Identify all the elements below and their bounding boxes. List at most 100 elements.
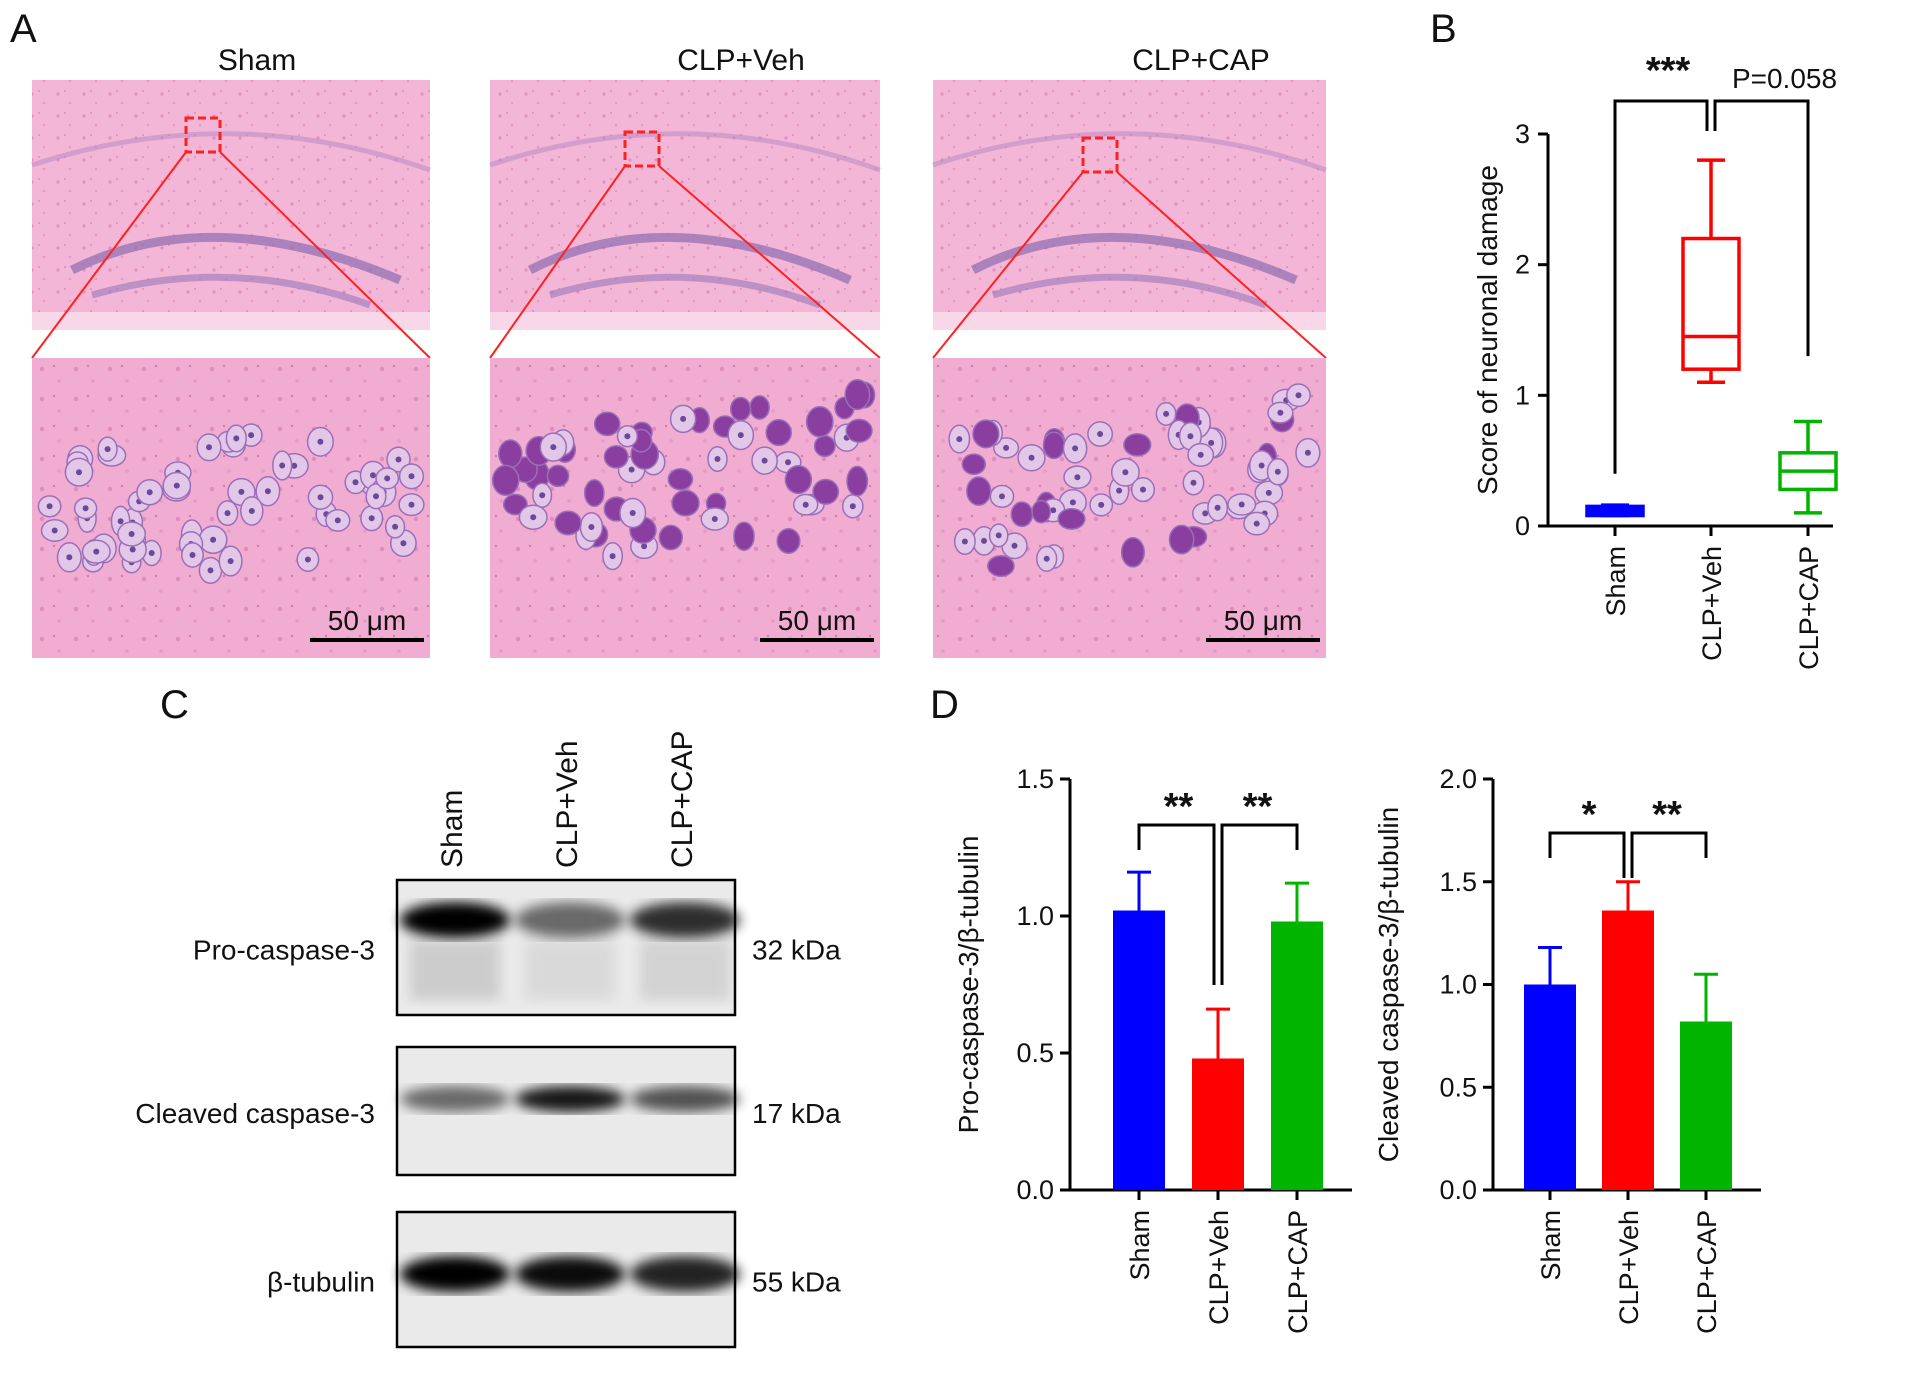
panel-label-b: B bbox=[1430, 7, 1457, 51]
neuron-nucleus bbox=[1028, 454, 1035, 461]
bar-chart-pro-caspase-3: 0.0 0.5 1.0 1.5 Pro-caspase-3/β-tubulin Sham C… bbox=[953, 764, 1352, 1334]
significance-label: P=0.058 bbox=[1732, 63, 1837, 94]
neuron-nucleus bbox=[530, 514, 537, 521]
neuron-nucleus bbox=[981, 537, 987, 544]
neuron-nucleus bbox=[408, 473, 415, 480]
neuron-nucleus bbox=[802, 501, 809, 508]
neuron-nucleus bbox=[370, 472, 376, 479]
blot-band bbox=[630, 902, 740, 938]
neuron-nucleus bbox=[148, 550, 155, 556]
y-axis-label: Pro-caspase-3/β-tubulin bbox=[953, 836, 984, 1134]
neuron-nucleus bbox=[173, 482, 180, 489]
neuron-nucleus bbox=[1265, 489, 1272, 496]
neuron-nucleus bbox=[1011, 542, 1018, 549]
neuron-cell bbox=[733, 521, 755, 551]
neuron-nucleus bbox=[189, 552, 196, 558]
y-tick-label: 1.5 bbox=[1439, 867, 1477, 897]
neuron-nucleus bbox=[408, 501, 415, 508]
histology-title-clp-cap: CLP+CAP bbox=[1132, 44, 1270, 77]
bar-clp-veh bbox=[1192, 1058, 1244, 1190]
y-tick-label: 0.0 bbox=[1439, 1175, 1477, 1205]
neuron-nucleus bbox=[1304, 449, 1311, 456]
significance-label: *** bbox=[1646, 50, 1691, 92]
blot-band bbox=[400, 902, 510, 938]
neuron-nucleus bbox=[588, 524, 595, 530]
neuron-nucleus bbox=[66, 554, 73, 561]
neuron-cell bbox=[784, 465, 813, 495]
neuron-nucleus bbox=[227, 558, 234, 565]
neuron-nucleus bbox=[368, 515, 375, 522]
zoom-line bbox=[658, 165, 881, 359]
neuron-cell bbox=[1031, 499, 1052, 524]
neuron-nucleus bbox=[352, 479, 359, 486]
neuron-cell bbox=[961, 453, 987, 476]
neuron-cell bbox=[845, 418, 873, 443]
neuron-nucleus bbox=[207, 567, 214, 574]
bar-clp-cap bbox=[1271, 921, 1323, 1190]
neuron-nucleus bbox=[956, 436, 963, 443]
panel-label-d: D bbox=[930, 683, 959, 727]
neuron-cell bbox=[966, 476, 992, 506]
neuron-nucleus bbox=[117, 518, 124, 525]
neuron-cell bbox=[972, 419, 1000, 449]
neuron-nucleus bbox=[317, 494, 324, 501]
neuron-nucleus bbox=[737, 432, 744, 439]
blot-smear bbox=[640, 940, 730, 1000]
dentate-gyrus-band bbox=[527, 232, 852, 285]
neuron-nucleus bbox=[1187, 433, 1194, 440]
neuron-nucleus bbox=[1253, 520, 1260, 527]
significance-label: ** bbox=[1652, 794, 1682, 836]
neuron-nucleus bbox=[129, 546, 136, 553]
dentate-gyrus-band bbox=[970, 232, 1298, 285]
significance-bracket bbox=[1137, 823, 1216, 985]
neuron-nucleus bbox=[279, 462, 286, 469]
panel-label-c: C bbox=[160, 683, 189, 727]
neuron-nucleus bbox=[761, 457, 768, 464]
neuron-cell bbox=[765, 419, 792, 447]
neuron-nucleus bbox=[1277, 409, 1284, 416]
significance-label: * bbox=[1582, 794, 1597, 836]
neuron-nucleus bbox=[291, 462, 298, 469]
neuron-nucleus bbox=[1258, 462, 1265, 469]
neuron-nucleus bbox=[1238, 501, 1245, 508]
neuron-nucleus bbox=[1097, 431, 1104, 437]
bar-sham bbox=[1524, 984, 1576, 1190]
neuron-nucleus bbox=[334, 517, 341, 524]
y-tick-label: 0.5 bbox=[1439, 1072, 1477, 1102]
blot-band bbox=[630, 1256, 740, 1292]
neuron-nucleus bbox=[76, 469, 82, 476]
neuron-nucleus bbox=[995, 532, 1002, 539]
x-tick-label-clp-veh: CLP+Veh bbox=[1614, 1210, 1644, 1325]
zoom-line bbox=[219, 151, 431, 359]
zoom-line bbox=[1116, 171, 1327, 359]
neuron-nucleus bbox=[1214, 504, 1221, 511]
y-tick-label: 1 bbox=[1515, 380, 1530, 410]
y-tick-label: 2 bbox=[1515, 250, 1530, 280]
neuron-nucleus bbox=[550, 444, 557, 451]
dentate-gyrus-band bbox=[549, 273, 822, 309]
significance-bracket bbox=[1613, 99, 1709, 474]
x-tick-label-sham: Sham bbox=[1125, 1210, 1155, 1281]
bar-chart-cleaved-caspase-3: 0.0 0.5 1.0 1.5 2.0 Cleaved caspase-3/β-tubul… bbox=[1373, 764, 1761, 1334]
y-tick-label: 0 bbox=[1515, 511, 1530, 541]
significance-bracket bbox=[1630, 831, 1708, 878]
neuron-nucleus bbox=[628, 466, 635, 473]
image-edge bbox=[32, 312, 430, 330]
y-axis-label: Score of neuronal damage bbox=[1472, 165, 1503, 495]
neuron-nucleus bbox=[128, 531, 135, 537]
neuron-cell bbox=[603, 444, 629, 469]
neuron-nucleus bbox=[539, 492, 546, 499]
significance-bracket bbox=[1548, 831, 1626, 878]
histology-title-clp-veh: CLP+Veh bbox=[677, 44, 805, 77]
neuron-nucleus bbox=[46, 503, 53, 510]
neuron-nucleus bbox=[1098, 501, 1105, 508]
lane-label-clp-cap: CLP+CAP bbox=[666, 730, 699, 868]
blot-row-label: β-tubulin bbox=[267, 1267, 375, 1298]
y-tick-label: 3 bbox=[1515, 119, 1530, 149]
neuron-nucleus bbox=[1197, 451, 1204, 458]
y-tick-label: 1.0 bbox=[1016, 901, 1054, 931]
neuron-nucleus bbox=[1116, 487, 1123, 494]
neuron-nucleus bbox=[1074, 474, 1081, 481]
neuron-cell bbox=[1120, 536, 1145, 568]
